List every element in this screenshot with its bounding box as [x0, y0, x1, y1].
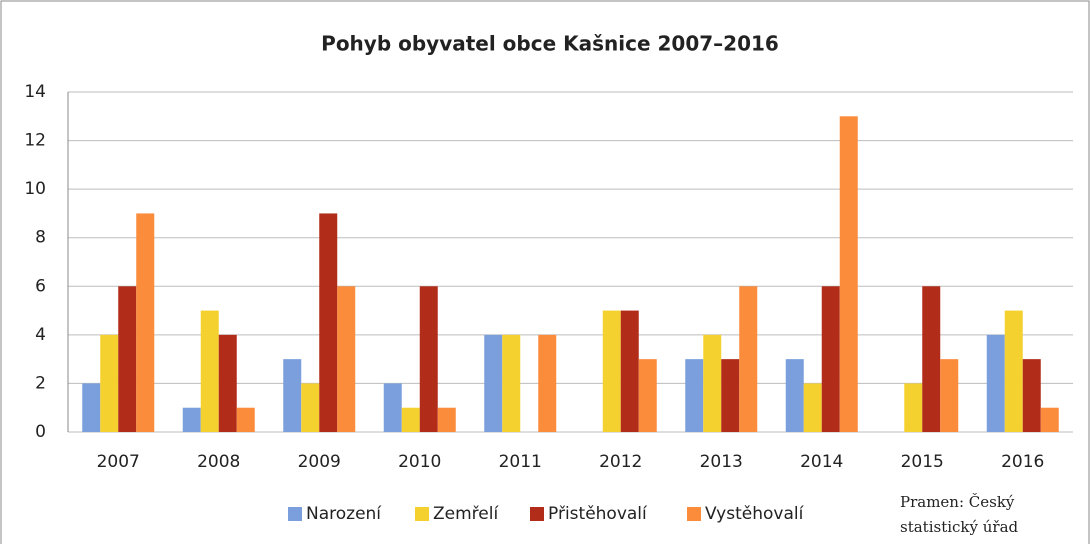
bar — [484, 334, 503, 432]
bar — [200, 310, 219, 432]
bar — [319, 213, 338, 432]
bar — [136, 213, 155, 432]
source-note: Pramen: Český — [900, 493, 1015, 511]
bar — [940, 359, 959, 432]
x-tick-label: 2013 — [700, 452, 743, 472]
bar — [821, 286, 840, 432]
legend-swatch — [530, 507, 544, 521]
bar — [739, 286, 758, 432]
y-tick-label: 12 — [24, 131, 46, 151]
x-tick-label: 2015 — [901, 452, 944, 472]
x-tick-label: 2012 — [599, 452, 642, 472]
x-tick-label: 2010 — [398, 452, 441, 472]
bar — [301, 383, 320, 432]
legend-label: Přistěhovalí — [548, 504, 648, 524]
bar — [986, 334, 1005, 432]
legend-label: Narození — [306, 504, 382, 524]
bar — [685, 359, 704, 432]
bar — [337, 286, 356, 432]
bar — [703, 334, 722, 432]
bar — [437, 407, 456, 432]
bar — [502, 334, 521, 432]
bar — [638, 359, 657, 432]
y-tick-label: 10 — [24, 179, 46, 199]
bar — [1040, 407, 1059, 432]
legend-swatch — [415, 507, 429, 521]
x-tick-label: 2016 — [1001, 452, 1044, 472]
y-tick-label: 4 — [35, 325, 46, 345]
bar — [839, 116, 858, 433]
x-tick-label: 2008 — [197, 452, 240, 472]
bar — [922, 286, 941, 432]
bar — [1022, 359, 1041, 432]
bar — [118, 286, 137, 432]
bar — [904, 383, 923, 432]
legend-swatch — [687, 507, 701, 521]
bar — [721, 359, 740, 432]
legend-swatch — [288, 507, 302, 521]
bar — [218, 334, 237, 432]
y-tick-label: 0 — [35, 422, 46, 442]
bar — [283, 359, 302, 432]
bar — [1004, 310, 1023, 432]
y-tick-label: 2 — [35, 373, 46, 393]
bar — [785, 359, 804, 432]
x-tick-label: 2009 — [298, 452, 341, 472]
y-tick-label: 8 — [35, 228, 46, 248]
bar — [620, 310, 639, 432]
legend-label: Vystěhovalí — [705, 504, 805, 524]
bar — [100, 334, 119, 432]
source-note: statistický úřad — [900, 518, 1019, 536]
bar — [182, 407, 201, 432]
bar — [401, 407, 420, 432]
x-tick-label: 2014 — [800, 452, 843, 472]
x-tick-label: 2011 — [499, 452, 542, 472]
y-tick-label: 14 — [24, 82, 46, 102]
bar — [82, 383, 101, 432]
bar — [383, 383, 402, 432]
bar — [602, 310, 621, 432]
bar — [803, 383, 822, 432]
x-tick-label: 2007 — [97, 452, 140, 472]
bar — [236, 407, 255, 432]
bar — [419, 286, 438, 432]
chart-title: Pohyb obyvatel obce Kašnice 2007–2016 — [321, 32, 779, 56]
y-tick-label: 6 — [35, 276, 46, 296]
legend-label: Zemřelí — [433, 504, 499, 524]
bar — [538, 334, 557, 432]
